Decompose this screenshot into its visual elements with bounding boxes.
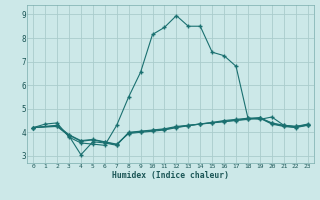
X-axis label: Humidex (Indice chaleur): Humidex (Indice chaleur)	[112, 171, 229, 180]
